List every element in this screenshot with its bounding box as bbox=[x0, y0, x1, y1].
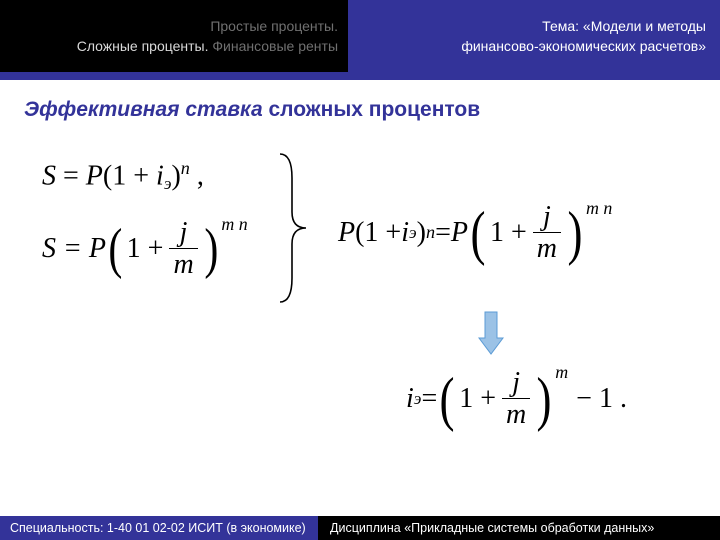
header-left-line1: Простые проценты. bbox=[210, 18, 338, 34]
eq4-rparen: ) bbox=[537, 369, 552, 429]
eq3-sup2: m n bbox=[586, 198, 612, 219]
eq2-frac-num: j bbox=[176, 218, 192, 248]
brace-icon bbox=[276, 150, 310, 306]
eq3-P2: P bbox=[451, 217, 468, 249]
eq2-sup: m n bbox=[221, 214, 247, 235]
header-left-line2b: Финансовые ренты bbox=[209, 38, 339, 54]
title-rest: сложных процентов bbox=[263, 98, 481, 121]
eq1-i: i bbox=[156, 160, 164, 191]
equation-4: iэ = ( 1 + j m ) m − 1 . bbox=[406, 368, 627, 430]
eq4-lparen: ( bbox=[440, 369, 455, 429]
eq1-comma: , bbox=[190, 160, 204, 191]
header-right-line2: финансово-экономических расчетов» bbox=[461, 36, 706, 56]
eq3-frac-num: j bbox=[539, 202, 555, 232]
eq3-fraction: j m bbox=[533, 202, 561, 264]
eq1-sup: n bbox=[181, 158, 190, 178]
eq2-rparen: ) bbox=[204, 221, 218, 277]
eq3-lparen: ( bbox=[470, 203, 485, 263]
eq3-open: (1 + bbox=[355, 217, 401, 249]
header-underline bbox=[0, 72, 720, 80]
eq3-sub: э bbox=[409, 223, 417, 243]
eq2-lhs: S = P bbox=[42, 233, 106, 265]
footer-bar: Специальность: 1-40 01 02-02 ИСИТ (в эко… bbox=[0, 516, 720, 540]
eq1-close: ) bbox=[171, 160, 180, 191]
equation-1: S = P(1 + iэ)n , bbox=[42, 158, 204, 194]
eq3-P1: P bbox=[338, 217, 355, 249]
eq3-equals: = bbox=[435, 217, 451, 249]
eq4-i: i bbox=[406, 383, 414, 415]
eq1-P: P bbox=[86, 160, 103, 191]
eq4-sub: э bbox=[414, 389, 422, 409]
eq4-fraction: j m bbox=[502, 368, 530, 430]
eq4-tail: − 1 . bbox=[576, 383, 627, 415]
eq1-open: (1 + bbox=[103, 160, 156, 191]
eq2-lparen: ( bbox=[108, 221, 122, 277]
eq3-rparen: ) bbox=[568, 203, 583, 263]
eq2-frac-den: m bbox=[169, 248, 197, 279]
eq3-frac-den: m bbox=[533, 232, 561, 263]
eq4-frac-den: m bbox=[502, 398, 530, 429]
equation-3: P(1 + iэ)n = P ( 1 + j m ) m n bbox=[338, 202, 612, 264]
eq3-one: 1 + bbox=[490, 217, 527, 249]
eq3-i: i bbox=[401, 217, 409, 249]
eq1-equals: = bbox=[56, 160, 86, 191]
header-left: Простые проценты. Сложные проценты. Фина… bbox=[0, 0, 348, 72]
eq2-fraction: j m bbox=[169, 218, 197, 280]
eq4-sup: m bbox=[555, 362, 568, 383]
eq4-equals: = bbox=[421, 383, 437, 415]
footer-right: Дисциплина «Прикладные системы обработки… bbox=[318, 516, 720, 540]
eq3-sup1: n bbox=[426, 222, 435, 243]
header-bar: Простые проценты. Сложные проценты. Фина… bbox=[0, 0, 720, 72]
header-left-line2a: Сложные проценты. bbox=[77, 38, 209, 54]
header-right: Тема: «Модели и методы финансово-экономи… bbox=[348, 0, 720, 72]
eq2-one: 1 + bbox=[127, 233, 164, 265]
content-area: S = P(1 + iэ)n , S = P ( 1 + j m ) m n P… bbox=[0, 122, 720, 512]
eq3-close: ) bbox=[417, 217, 426, 249]
page-title: Эффективная ставка сложных процентов bbox=[24, 98, 720, 122]
footer-left: Специальность: 1-40 01 02-02 ИСИТ (в эко… bbox=[0, 516, 318, 540]
eq4-one: 1 + bbox=[459, 383, 496, 415]
title-emphasis: Эффективная ставка bbox=[24, 98, 263, 121]
arrow-down-icon bbox=[478, 310, 504, 361]
header-right-line1: Тема: «Модели и методы bbox=[542, 16, 706, 36]
equation-2: S = P ( 1 + j m ) m n bbox=[42, 218, 248, 280]
eq4-frac-num: j bbox=[508, 368, 524, 398]
eq1-S: S bbox=[42, 160, 56, 191]
